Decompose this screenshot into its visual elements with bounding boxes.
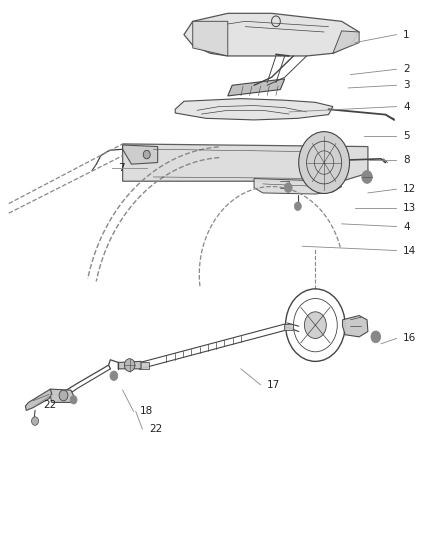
Circle shape: [362, 171, 372, 183]
Circle shape: [59, 390, 68, 401]
Polygon shape: [50, 389, 74, 402]
Text: 4: 4: [403, 102, 410, 111]
Circle shape: [70, 395, 77, 404]
Polygon shape: [228, 79, 285, 96]
Circle shape: [284, 183, 292, 192]
Text: 5: 5: [403, 131, 410, 141]
Text: 12: 12: [403, 184, 416, 194]
Polygon shape: [175, 99, 333, 120]
Text: 3: 3: [403, 80, 410, 90]
Polygon shape: [139, 362, 149, 369]
Text: 7: 7: [118, 163, 125, 173]
Text: 2: 2: [403, 64, 410, 74]
Circle shape: [143, 150, 150, 159]
Text: 22: 22: [149, 424, 162, 434]
Polygon shape: [193, 21, 228, 56]
Circle shape: [294, 202, 301, 211]
Polygon shape: [118, 361, 141, 369]
Polygon shape: [333, 31, 359, 53]
Polygon shape: [254, 179, 342, 194]
Text: 4: 4: [403, 222, 410, 231]
Polygon shape: [284, 324, 293, 330]
Text: 8: 8: [403, 155, 410, 165]
Circle shape: [110, 371, 118, 381]
Text: 22: 22: [43, 400, 56, 410]
Circle shape: [371, 331, 381, 343]
Circle shape: [124, 359, 135, 372]
Text: 1: 1: [403, 30, 410, 39]
Circle shape: [299, 132, 350, 193]
Polygon shape: [184, 13, 359, 56]
Text: 16: 16: [403, 334, 416, 343]
Text: 13: 13: [403, 203, 416, 213]
Text: 14: 14: [403, 246, 416, 255]
Text: 18: 18: [140, 407, 153, 416]
Polygon shape: [343, 316, 368, 337]
Polygon shape: [123, 145, 158, 164]
Circle shape: [304, 312, 326, 338]
Text: 17: 17: [267, 380, 280, 390]
Polygon shape: [25, 389, 52, 410]
Circle shape: [32, 417, 39, 425]
Polygon shape: [123, 144, 368, 181]
